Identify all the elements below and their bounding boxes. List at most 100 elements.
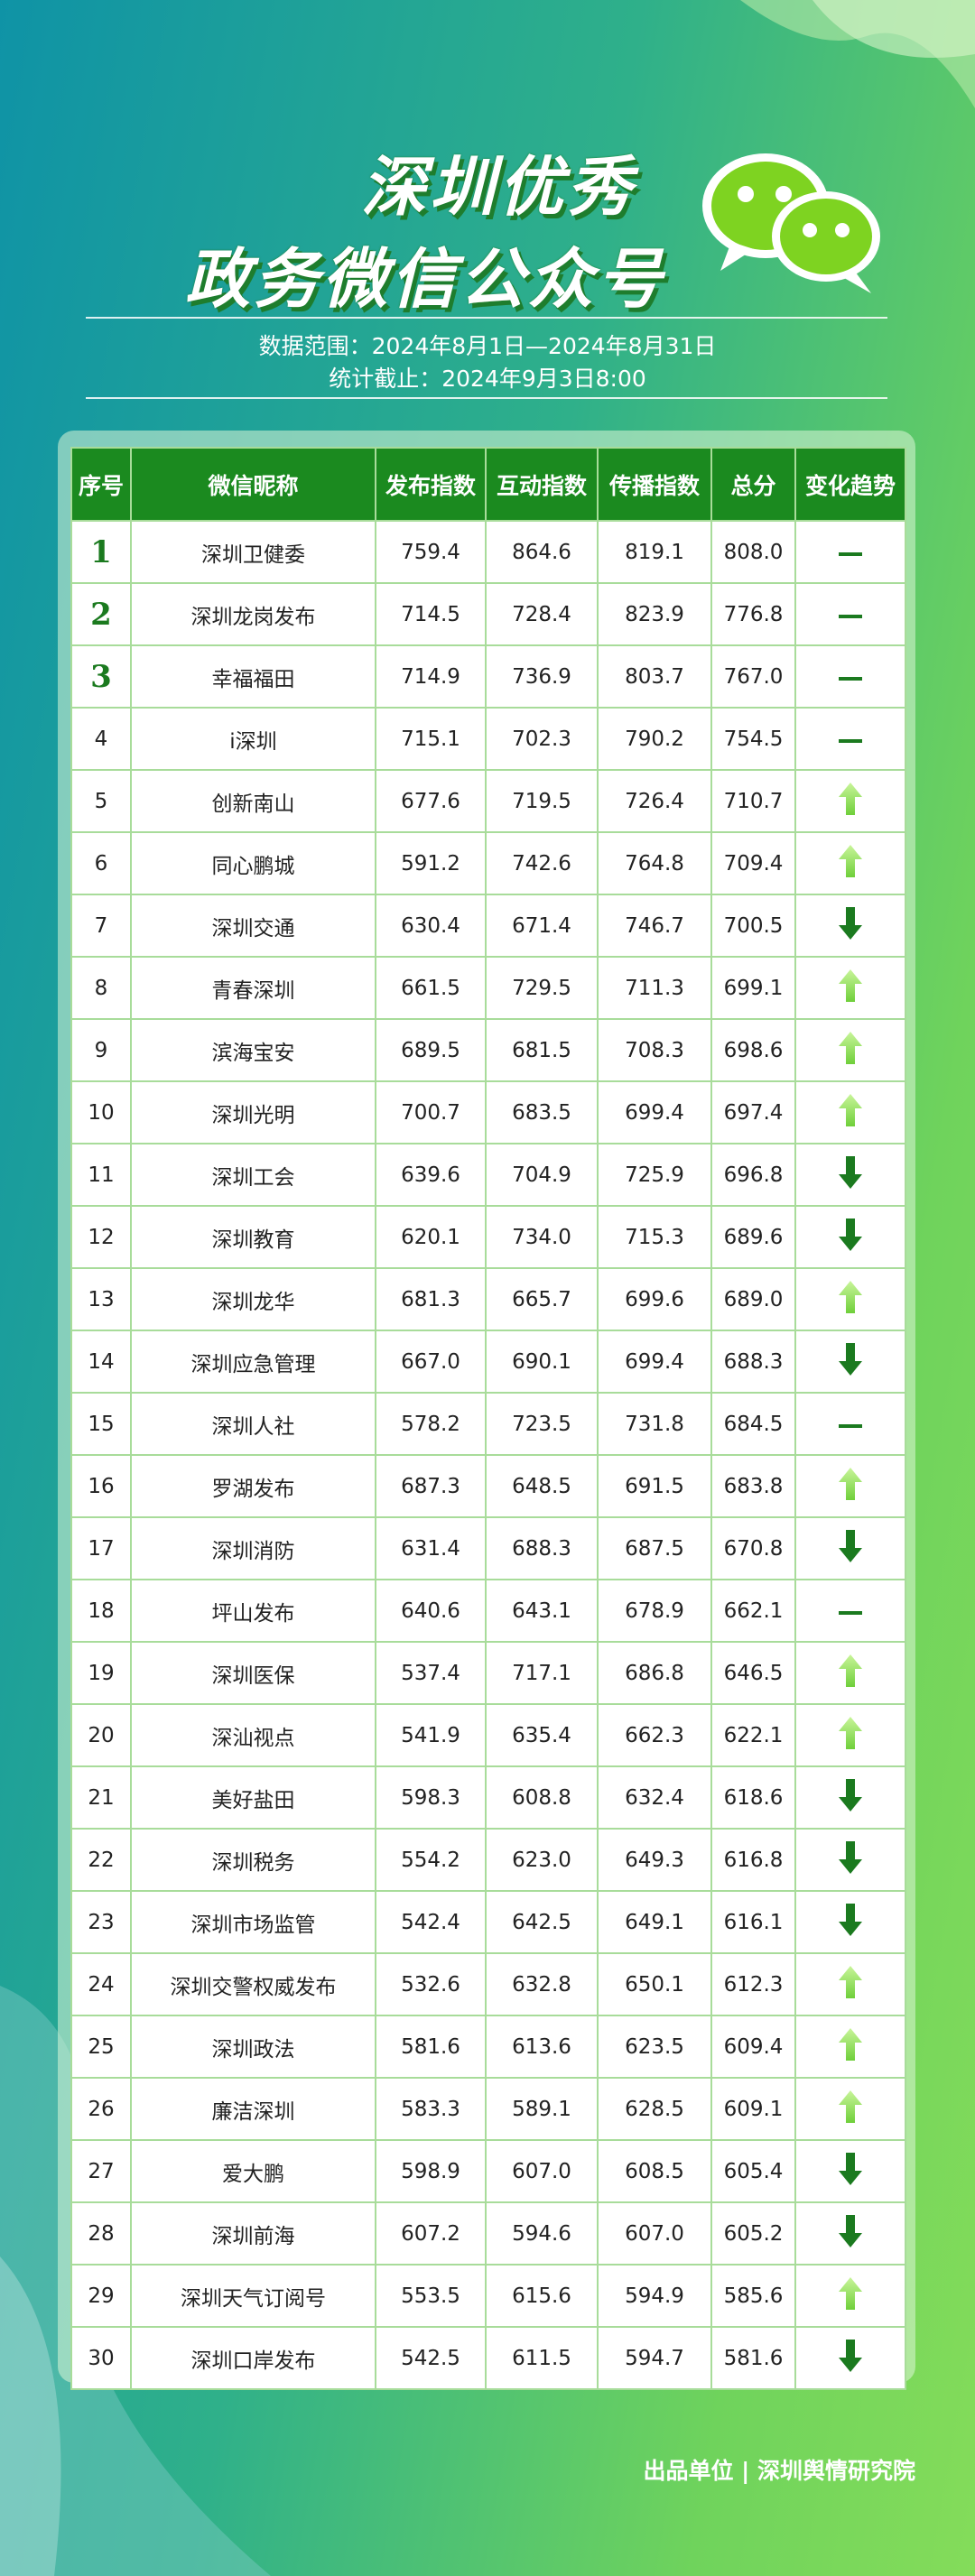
- score: 648.5: [485, 1454, 599, 1518]
- column-header: 传播指数: [597, 447, 712, 522]
- score: 742.6: [485, 831, 599, 895]
- score: 661.5: [375, 956, 487, 1020]
- account-name: 深圳天气订阅号: [130, 2264, 376, 2328]
- score: 699.6: [597, 1267, 712, 1331]
- account-name: 同心鹏城: [130, 831, 376, 895]
- score: 715.1: [375, 707, 487, 771]
- rank: 16: [70, 1454, 132, 1518]
- trend-up: [839, 844, 862, 877]
- trend-up: [839, 1965, 862, 1998]
- score: 728.4: [485, 582, 599, 646]
- score: 589.1: [485, 2077, 599, 2141]
- score: 717.1: [485, 1641, 599, 1705]
- score: 607.0: [597, 2201, 712, 2266]
- score: 699.1: [710, 956, 796, 1020]
- score: 700.5: [710, 894, 796, 958]
- rank: 24: [70, 1952, 132, 2016]
- rank: 30: [70, 2326, 132, 2390]
- rank: 10: [70, 1080, 132, 1144]
- score: 615.6: [485, 2264, 599, 2328]
- title-line1: 深圳优秀: [361, 149, 636, 225]
- account-name: 深圳人社: [130, 1392, 376, 1456]
- account-name: 深圳政法: [130, 2015, 376, 2079]
- trend-icon: [794, 1205, 906, 1269]
- score: 677.6: [375, 769, 487, 833]
- account-name: 深圳市场监管: [130, 1890, 376, 1954]
- trend-down: [839, 1218, 862, 1251]
- score: 605.4: [710, 2139, 796, 2203]
- trend-up: [839, 1716, 862, 1749]
- score: 598.3: [375, 1765, 487, 1830]
- trend-icon: [794, 769, 906, 833]
- column-header: 总分: [710, 447, 796, 522]
- table-row: 23 深圳市场监管 542.4 642.5 649.1 616.1: [70, 1890, 906, 1954]
- trend-icon: [794, 1267, 906, 1331]
- trend-up: [839, 1467, 862, 1500]
- trend-up: [839, 2090, 862, 2123]
- trend-icon: [794, 1454, 906, 1518]
- ranking-table: 序号 微信昵称 发布指数 互动指数 传播指数 总分 变化趋势 1 深圳卫健委 759.4 864.…: [70, 447, 906, 2390]
- score: 667.0: [375, 1330, 487, 1394]
- trend-flat: [839, 614, 862, 618]
- score: 759.4: [375, 520, 487, 584]
- score: 698.6: [710, 1018, 796, 1082]
- rank: 27: [70, 2139, 132, 2203]
- account-name: 深圳交警权威发布: [130, 1952, 376, 2016]
- trend-up: [839, 2027, 862, 2061]
- score: 532.6: [375, 1952, 487, 2016]
- trend-down: [839, 1778, 862, 1812]
- rank: 9: [70, 1018, 132, 1082]
- trend-icon: [794, 1143, 906, 1207]
- score: 594.6: [485, 2201, 599, 2266]
- account-name: 深圳工会: [130, 1143, 376, 1207]
- score: 731.8: [597, 1392, 712, 1456]
- score: 649.3: [597, 1828, 712, 1892]
- score: 607.0: [485, 2139, 599, 2203]
- trend-up: [839, 1093, 862, 1126]
- account-name: 深圳消防: [130, 1516, 376, 1580]
- score: 767.0: [710, 644, 796, 709]
- score: 613.6: [485, 2015, 599, 2079]
- score: 554.2: [375, 1828, 487, 1892]
- score: 808.0: [710, 520, 796, 584]
- score: 691.5: [597, 1454, 712, 1518]
- score: 671.4: [485, 894, 599, 958]
- score: 618.6: [710, 1765, 796, 1830]
- trend-up: [839, 1280, 862, 1313]
- score: 541.9: [375, 1703, 487, 1767]
- score: 642.5: [485, 1890, 599, 1954]
- score: 687.3: [375, 1454, 487, 1518]
- trend-icon: [794, 2015, 906, 2079]
- account-name: 滨海宝安: [130, 1018, 376, 1082]
- table-row: 5 创新南山 677.6 719.5 726.4 710.7: [70, 769, 906, 833]
- score: 608.5: [597, 2139, 712, 2203]
- trend-up: [839, 1031, 862, 1064]
- table-row: 18 坪山发布 640.6 643.1 678.9 662.1: [70, 1579, 906, 1643]
- account-name: 深圳光明: [130, 1080, 376, 1144]
- trend-icon: [794, 707, 906, 771]
- score: 632.8: [485, 1952, 599, 2016]
- table-row: 19 深圳医保 537.4 717.1 686.8 646.5: [70, 1641, 906, 1705]
- score: 609.1: [710, 2077, 796, 2141]
- table-row: 16 罗湖发布 687.3 648.5 691.5 683.8: [70, 1454, 906, 1518]
- trend-icon: [794, 1579, 906, 1643]
- trend-icon: [794, 520, 906, 584]
- score: 616.8: [710, 1828, 796, 1892]
- score: 594.7: [597, 2326, 712, 2390]
- trend-flat: [839, 738, 862, 743]
- rank: 14: [70, 1330, 132, 1394]
- trend-flat: [839, 1610, 862, 1615]
- score: 630.4: [375, 894, 487, 958]
- score: 605.2: [710, 2201, 796, 2266]
- rank: 5: [70, 769, 132, 833]
- account-name: 青春深圳: [130, 956, 376, 1020]
- table-row: 2 深圳龙岗发布 714.5 728.4 823.9 776.8: [70, 582, 906, 646]
- trend-icon: [794, 1018, 906, 1082]
- account-name: 深圳口岸发布: [130, 2326, 376, 2390]
- account-name: 罗湖发布: [130, 1454, 376, 1518]
- score: 764.8: [597, 831, 712, 895]
- table-row: 25 深圳政法 581.6 613.6 623.5 609.4: [70, 2015, 906, 2079]
- score: 632.4: [597, 1765, 712, 1830]
- score: 553.5: [375, 2264, 487, 2328]
- table-row: 8 青春深圳 661.5 729.5 711.3 699.1: [70, 956, 906, 1020]
